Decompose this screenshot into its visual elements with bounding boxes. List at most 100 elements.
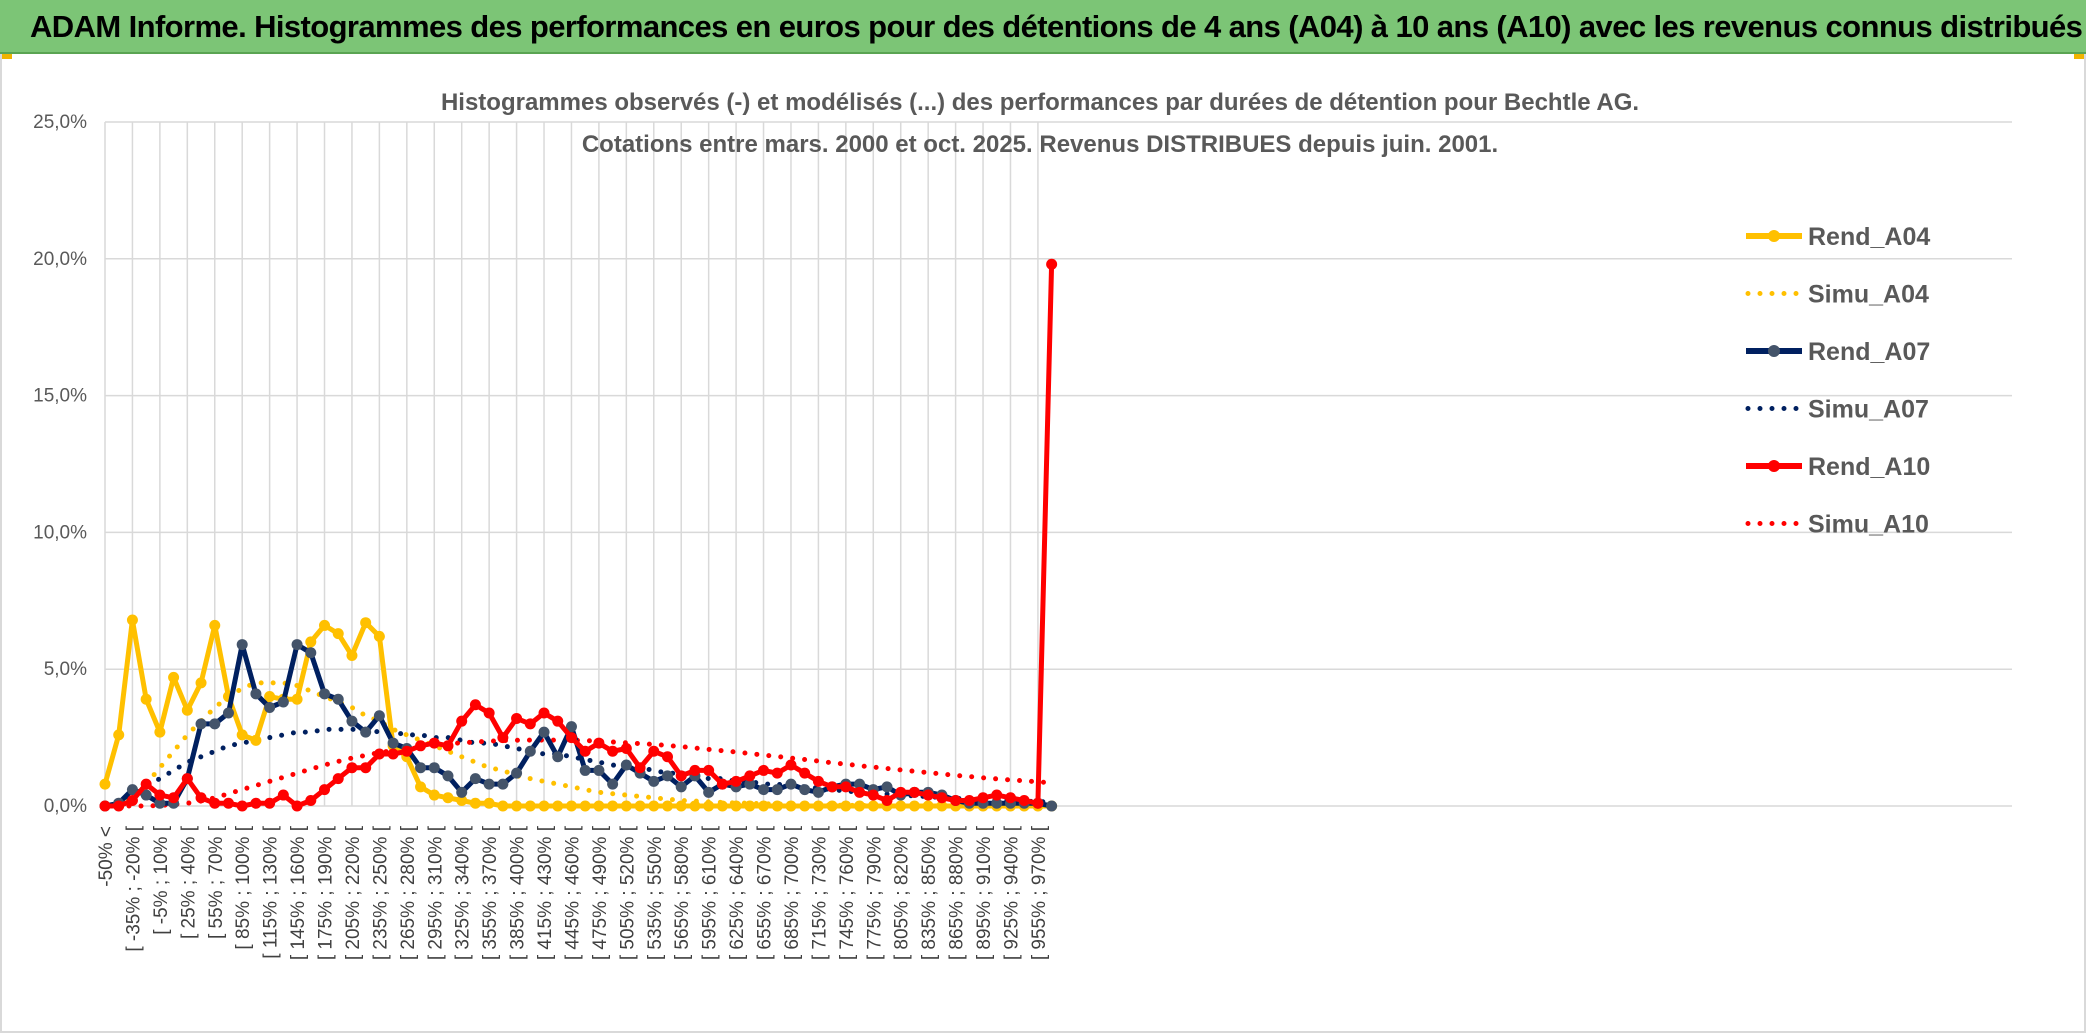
x-tick-label: [ 715% ; 730% [ xyxy=(809,825,830,960)
legend-marker-Rend_A04 xyxy=(1768,230,1780,242)
data-point xyxy=(593,737,605,749)
data-point xyxy=(538,726,550,738)
x-tick-label: [ 625% ; 640% [ xyxy=(727,825,748,960)
data-point xyxy=(209,619,221,631)
data-point xyxy=(277,789,289,801)
data-point xyxy=(332,693,344,705)
data-point xyxy=(675,781,687,793)
data-point xyxy=(840,781,852,793)
data-point xyxy=(579,764,591,776)
legend: Rend_A04 Simu_A04 Rend_A07 Simu_A07 Rend_A10… xyxy=(1745,223,1930,539)
data-point xyxy=(716,778,728,790)
data-point xyxy=(277,696,289,708)
data-point xyxy=(195,718,207,730)
data-point xyxy=(332,773,344,785)
data-point xyxy=(799,767,811,779)
data-point xyxy=(291,800,303,812)
y-tick-label: 10,0% xyxy=(33,522,87,543)
y-tick-label: 20,0% xyxy=(33,249,87,270)
data-point xyxy=(181,773,193,785)
data-point xyxy=(291,639,303,651)
x-tick-label: [ 55% ; 70% [ xyxy=(206,825,227,939)
legend-label-Rend_A07: Rend_A07 xyxy=(1808,338,1930,366)
data-point xyxy=(154,789,166,801)
data-point xyxy=(305,795,317,807)
data-point xyxy=(716,800,728,812)
data-point xyxy=(319,688,331,700)
data-point xyxy=(991,797,1003,809)
data-point xyxy=(1046,258,1058,270)
chart-title: Histogrammes observés (-) et modélisés (… xyxy=(441,89,1639,116)
legend-label-Rend_A10: Rend_A10 xyxy=(1808,453,1930,481)
data-point xyxy=(511,712,523,724)
data-point xyxy=(1046,800,1058,812)
data-point xyxy=(579,745,591,757)
x-tick-label: [ -35% ; -20% [ xyxy=(123,825,144,951)
data-point xyxy=(483,707,495,719)
grid-layer xyxy=(104,121,2012,807)
data-point xyxy=(319,784,331,796)
data-point xyxy=(730,800,742,812)
data-point xyxy=(620,800,632,812)
x-tick-label: [ 85% ; 100% [ xyxy=(233,825,254,949)
data-point xyxy=(305,636,317,648)
x-tick-label: -50% < xyxy=(96,826,117,887)
data-point xyxy=(250,688,262,700)
data-point xyxy=(428,762,440,774)
series-line-Rend_A07 xyxy=(104,642,1053,809)
data-point xyxy=(854,786,866,798)
data-point xyxy=(565,732,577,744)
data-point xyxy=(264,797,276,809)
data-point xyxy=(469,797,481,809)
data-point xyxy=(675,800,687,812)
data-point xyxy=(415,781,427,793)
series-line-Simu_A04 xyxy=(102,680,1055,809)
x-tick-label: [ 535% ; 550% [ xyxy=(645,825,666,960)
x-tick-label: [ 685% ; 700% [ xyxy=(782,825,803,960)
data-point xyxy=(826,800,838,812)
data-point xyxy=(236,729,248,741)
data-point xyxy=(922,789,934,801)
data-point xyxy=(620,759,632,771)
data-point xyxy=(895,786,907,798)
data-point xyxy=(579,800,591,812)
y-tick-label: 5,0% xyxy=(44,659,87,680)
data-point xyxy=(867,789,879,801)
data-point xyxy=(552,751,564,763)
data-point xyxy=(236,639,248,651)
data-point xyxy=(360,762,372,774)
data-point xyxy=(799,800,811,812)
x-tick-label: [ 565% ; 580% [ xyxy=(672,825,693,960)
x-tick-label: [ 145% ; 160% [ xyxy=(288,825,309,960)
data-point xyxy=(689,764,701,776)
data-point xyxy=(634,762,646,774)
data-point xyxy=(648,745,660,757)
data-point xyxy=(648,775,660,787)
data-point xyxy=(428,737,440,749)
data-point xyxy=(771,800,783,812)
x-tick-label: [ 205% ; 220% [ xyxy=(343,825,364,960)
data-point xyxy=(511,800,523,812)
data-point xyxy=(744,770,756,782)
data-point xyxy=(373,748,385,760)
data-point xyxy=(442,792,454,804)
data-point xyxy=(661,770,673,782)
data-point xyxy=(977,792,989,804)
chart-frame xyxy=(0,54,2086,1033)
data-point xyxy=(675,770,687,782)
data-point xyxy=(264,702,276,714)
data-point xyxy=(209,718,221,730)
data-point xyxy=(360,617,372,629)
series-line-Rend_A10 xyxy=(105,264,1055,809)
data-point xyxy=(222,797,234,809)
legend-label-Simu_A07: Simu_A07 xyxy=(1808,396,1929,424)
x-tick-label: [ 835% ; 850% [ xyxy=(919,825,940,960)
data-point xyxy=(785,800,797,812)
data-point xyxy=(854,800,866,812)
data-point xyxy=(140,789,152,801)
series-layer xyxy=(99,258,1058,812)
data-point xyxy=(648,800,660,812)
data-point xyxy=(99,800,111,812)
data-point xyxy=(126,784,138,796)
